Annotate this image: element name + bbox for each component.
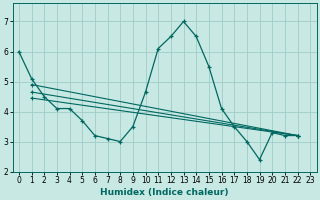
X-axis label: Humidex (Indice chaleur): Humidex (Indice chaleur) [100,188,229,197]
